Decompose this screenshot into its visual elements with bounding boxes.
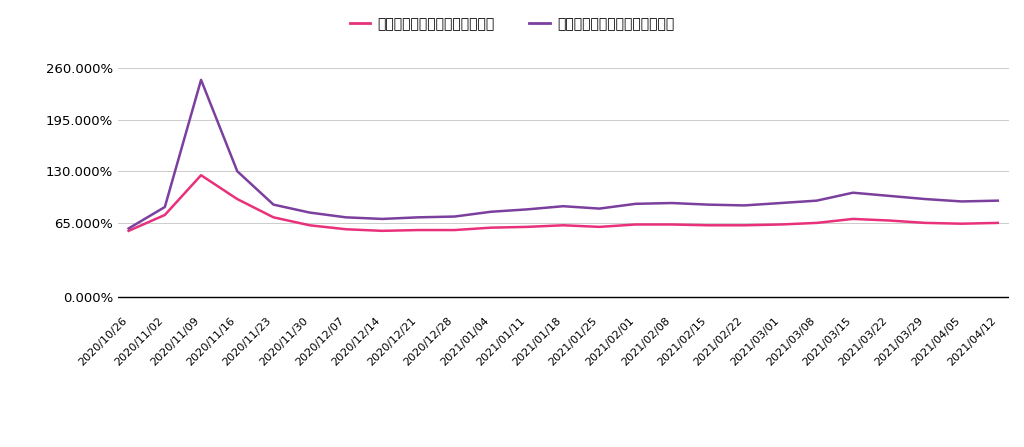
Line: 平均利益率からの年利換算複利: 平均利益率からの年利換算複利 xyxy=(129,80,997,228)
平均利益率からの年利換算複利 xyxy=(774,200,786,206)
平均利益率からの年利換算複利 xyxy=(449,214,461,219)
平均利益率からの年利換算単利 xyxy=(484,225,497,230)
Line: 平均利益率からの年利換算単利: 平均利益率からの年利換算単利 xyxy=(129,175,997,231)
平均利益率からの年利換算複利 xyxy=(303,210,315,215)
平均利益率からの年利換算複利 xyxy=(159,204,171,210)
平均利益率からの年利換算複利 xyxy=(955,199,968,204)
平均利益率からの年利換算単利 xyxy=(231,196,244,202)
平均利益率からの年利換算単利 xyxy=(883,218,895,223)
平均利益率からの年利換算単利 xyxy=(449,228,461,233)
平均利益率からの年利換算単利 xyxy=(159,212,171,218)
平均利益率からの年利換算複利 xyxy=(666,200,678,206)
平均利益率からの年利換算複利 xyxy=(920,196,932,202)
平均利益率からの年利換算複利 xyxy=(267,202,280,207)
平均利益率からの年利換算複利 xyxy=(521,207,534,212)
平均利益率からの年利換算単利 xyxy=(123,228,135,233)
平均利益率からの年利換算単利 xyxy=(195,173,207,178)
平均利益率からの年利換算複利 xyxy=(630,201,642,207)
平均利益率からの年利換算複利 xyxy=(557,203,569,209)
平均利益率からの年利換算単利 xyxy=(376,228,388,233)
平均利益率からの年利換算単利 xyxy=(920,220,932,226)
平均利益率からの年利換算単利 xyxy=(267,215,280,220)
平均利益率からの年利換算単利 xyxy=(413,228,425,233)
平均利益率からの年利換算単利 xyxy=(738,223,751,228)
平均利益率からの年利換算単利 xyxy=(811,220,823,226)
平均利益率からの年利換算複利 xyxy=(701,202,714,207)
平均利益率からの年利換算単利 xyxy=(774,222,786,227)
平均利益率からの年利換算複利 xyxy=(738,203,751,208)
平均利益率からの年利換算複利 xyxy=(123,226,135,231)
平均利益率からの年利換算複利 xyxy=(231,169,244,174)
平均利益率からの年利換算単利 xyxy=(557,223,569,228)
平均利益率からの年利換算複利 xyxy=(413,215,425,220)
平均利益率からの年利換算単利 xyxy=(340,227,352,232)
平均利益率からの年利換算単利 xyxy=(701,223,714,228)
平均利益率からの年利換算複利 xyxy=(883,193,895,198)
平均利益率からの年利換算単利 xyxy=(630,222,642,227)
平均利益率からの年利換算複利 xyxy=(991,198,1004,203)
平均利益率からの年利換算複利 xyxy=(593,206,605,211)
平均利益率からの年利換算複利 xyxy=(195,77,207,83)
平均利益率からの年利換算単利 xyxy=(521,224,534,230)
平均利益率からの年利換算複利 xyxy=(376,216,388,222)
Legend: 平均利益率からの年利換算単利, 平均利益率からの年利換算複利: 平均利益率からの年利換算単利, 平均利益率からの年利換算複利 xyxy=(344,12,680,37)
平均利益率からの年利換算単利 xyxy=(991,220,1004,226)
平均利益率からの年利換算単利 xyxy=(303,223,315,228)
平均利益率からの年利換算複利 xyxy=(847,190,859,195)
平均利益率からの年利換算単利 xyxy=(847,216,859,222)
平均利益率からの年利換算複利 xyxy=(811,198,823,203)
平均利益率からの年利換算単利 xyxy=(593,224,605,230)
平均利益率からの年利換算単利 xyxy=(666,222,678,227)
平均利益率からの年利換算単利 xyxy=(955,221,968,226)
平均利益率からの年利換算複利 xyxy=(340,215,352,220)
平均利益率からの年利換算複利 xyxy=(484,209,497,215)
